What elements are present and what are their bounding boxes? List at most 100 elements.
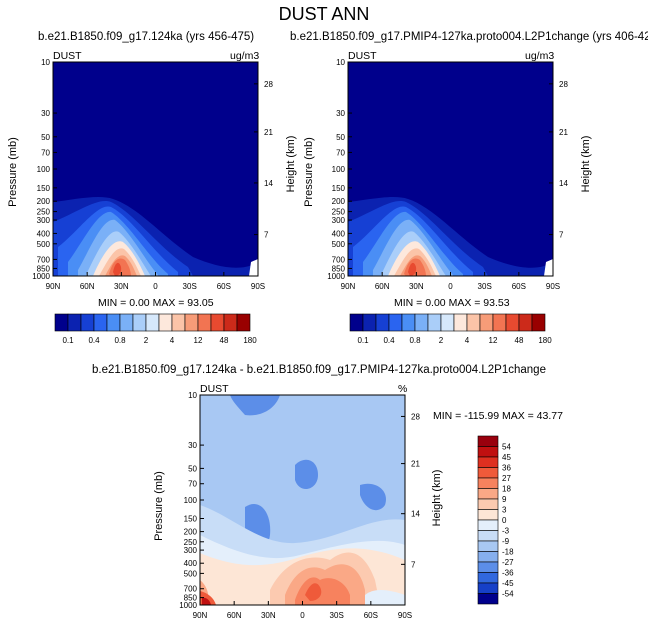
panel1-ptick-label: 70 (41, 148, 50, 157)
panel2-ptick-label: 50 (336, 133, 345, 142)
colorbar3-label: -45 (502, 579, 514, 588)
colorbar1-swatch (145, 313, 160, 332)
panel3-contour-band-0 (230, 395, 280, 416)
colorbar3-swatch (477, 488, 499, 500)
colorbar-panel1: 0.1 0.4 0.8 2 4 12 48 180 (54, 313, 257, 345)
colorbar3-swatch (477, 551, 499, 563)
panel2-ptick-label: 150 (332, 184, 346, 193)
colorbar3-label: 3 (502, 506, 507, 515)
panel2-ptick-label: 300 (332, 216, 346, 225)
colorbar1-swatch (80, 313, 95, 332)
colorbar2-label: 0.8 (409, 336, 421, 345)
panel1-htick-label: 14 (264, 179, 273, 188)
panel3-ptick-label: 200 (184, 528, 198, 537)
panel1-xtick-label: 30S (183, 282, 197, 291)
colorbar3-swatch (477, 456, 499, 468)
panel1-ptick-label: 250 (37, 208, 51, 217)
panel1-ptick-label: 30 (41, 109, 50, 118)
panel3-ptick-label: 70 (188, 480, 197, 489)
panel3-ylabel: Pressure (mb) (153, 471, 165, 541)
panel3-ptick-label: 100 (184, 496, 198, 505)
panel1-ptick-label: 50 (41, 133, 50, 142)
colorbar3-label: -36 (502, 569, 514, 578)
panel2-var-label: DUST (348, 50, 377, 62)
colorbar2-swatch (518, 313, 533, 332)
panel2-xtick-label: 60N (375, 282, 390, 291)
panel3-ptick-label: 150 (184, 514, 198, 523)
colorbar1-label: 0.4 (88, 336, 100, 345)
panel1-xtick-label: 90S (251, 282, 265, 291)
panel1-ptick-label: 200 (37, 197, 51, 206)
panel3-htick-label: 14 (411, 510, 420, 519)
panel1-ptick-label: 100 (37, 165, 51, 174)
panel2-htick-label: 14 (559, 179, 568, 188)
colorbar2-swatch (401, 313, 416, 332)
panel2-xtick-label: 30S (478, 282, 492, 291)
panel3-ptick-label: 500 (184, 569, 198, 578)
colorbar3-swatch (477, 467, 499, 479)
colorbar3-label: -27 (502, 558, 514, 567)
colorbar2-swatch (349, 313, 364, 332)
colorbar3-label: -54 (502, 590, 514, 599)
panel3-ylabel-right: Height (km) (431, 469, 443, 527)
colorbar3-swatch (477, 446, 499, 458)
panel3-contour-band-1 (295, 459, 318, 490)
colorbar2-swatch (362, 313, 377, 332)
panel2-ptick-label: 400 (332, 229, 346, 238)
panel3-contour-band-15 (365, 590, 405, 605)
panel1-ptick-label: 850 (37, 264, 51, 273)
panel1-ptick-label: 1000 (32, 272, 50, 281)
panel2-stats: MIN = 0.00 MAX = 93.53 (394, 297, 510, 309)
panel1-htick-label: 7 (264, 231, 269, 240)
panel2-topography-mask (544, 259, 553, 276)
colorbar3-label: -3 (502, 527, 510, 536)
colorbar3-swatch (477, 540, 499, 552)
colorbar2-swatch (479, 313, 494, 332)
panel1-plot: 90N 60N 30N 0 30S 60S 90S 10 30 50 70 100 150 200 2503… (32, 58, 273, 291)
panel3-ptick-label: 850 (184, 594, 198, 603)
colorbar2-label: 12 (489, 336, 498, 345)
panel3-contour-band-10 (305, 583, 322, 601)
panel1-ptick-label: 500 (37, 240, 51, 249)
panel3-xtick-label: 0 (300, 611, 305, 620)
colorbar3-swatch (477, 530, 499, 542)
panel2-ptick-label: 250 (332, 208, 346, 217)
colorbar3-swatch (477, 582, 499, 594)
colorbar1-swatch (132, 313, 147, 332)
panel2-ptick-label: 70 (336, 148, 345, 157)
panel2-ptick-label: 700 (332, 255, 346, 264)
panel2-ylabel-right: Height (km) (580, 135, 592, 193)
panel3-xtick-label: 60S (364, 611, 378, 620)
panel1-ptick-label: 150 (37, 184, 51, 193)
panel3-xtick-label: 90S (398, 611, 412, 620)
panel3-ptick-label: 700 (184, 585, 198, 594)
colorbar-panel2: 0.1 0.4 0.8 2 4 12 48 180 (349, 313, 552, 345)
colorbar1-label: 0.1 (62, 336, 74, 345)
panel3-xtick-label: 60N (227, 611, 242, 620)
panel3-units: % (398, 383, 408, 395)
colorbar3-label: 0 (502, 516, 507, 525)
panel3-title: b.e21.B1850.f09_g17.124ka - b.e21.B1850.… (92, 364, 546, 376)
colorbar3-swatch (477, 561, 499, 573)
colorbar2-swatch (427, 313, 442, 332)
panel3-ptick-label: 50 (188, 464, 197, 473)
panel2-field (348, 62, 553, 276)
colorbar2-swatch (375, 313, 390, 332)
panel2-htick-label: 7 (559, 231, 564, 240)
colorbar2-swatch (492, 313, 507, 332)
colorbar1-swatch (171, 313, 186, 332)
panel3-xtick-label: 90N (193, 611, 208, 620)
colorbar2-swatch (388, 313, 403, 332)
colorbar2-label: 48 (515, 336, 524, 345)
panel3-ptick-label: 400 (184, 559, 198, 568)
panel3-contour-band-3 (360, 483, 386, 511)
panel3-frame (199, 394, 406, 606)
colorbar3-label: 18 (502, 485, 511, 494)
panel1-xtick-label: 30N (114, 282, 129, 291)
panel2-ylabel: Pressure (mb) (303, 137, 315, 207)
panel1-stats: MIN = 0.00 MAX = 93.05 (98, 297, 214, 309)
panel3-xtick-label: 30N (261, 611, 276, 620)
panel1-topography-mask (249, 259, 258, 276)
panel2-contour-band-10 (408, 262, 417, 276)
